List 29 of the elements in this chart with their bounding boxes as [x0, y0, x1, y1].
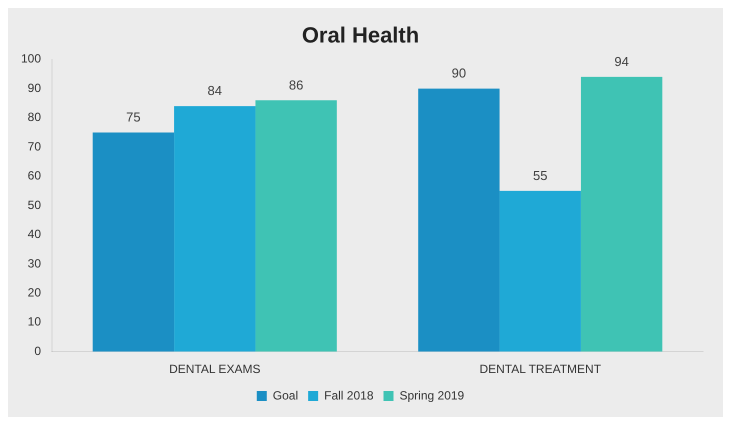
y-tick-label: 100 [20, 52, 42, 66]
bar [418, 88, 500, 352]
bar [92, 132, 174, 352]
data-label: 86 [288, 77, 304, 92]
bar [255, 100, 337, 352]
data-label: 90 [452, 66, 466, 81]
data-label: 94 [614, 54, 629, 70]
y-tick-label: 80 [28, 110, 42, 124]
bar [500, 190, 581, 352]
y-tick-label: 10 [28, 314, 42, 329]
y-tick-label: 0 [34, 344, 42, 358]
y-tick-label: 40 [28, 227, 42, 242]
x-tick-label: DENTAL EXAMS [169, 362, 260, 376]
bar [174, 106, 256, 352]
legend-label: Goal [272, 388, 298, 402]
data-label: 84 [208, 83, 222, 98]
y-tick-label: 90 [28, 80, 42, 95]
y-tick-label: 60 [28, 168, 42, 183]
legend-label: Fall 2018 [324, 388, 374, 402]
legend-label: Spring 2019 [400, 388, 465, 402]
data-label: 75 [126, 110, 141, 125]
y-tick-label: 70 [28, 139, 42, 154]
data-label: 55 [533, 168, 548, 183]
y-tick-label: 20 [28, 285, 42, 300]
chart-title: Oral Health [302, 22, 420, 48]
y-tick-label: 30 [28, 256, 42, 270]
x-tick-label: DENTAL TREATMENT [479, 362, 602, 376]
y-tick-label: 50 [28, 198, 42, 212]
bar [580, 76, 662, 352]
